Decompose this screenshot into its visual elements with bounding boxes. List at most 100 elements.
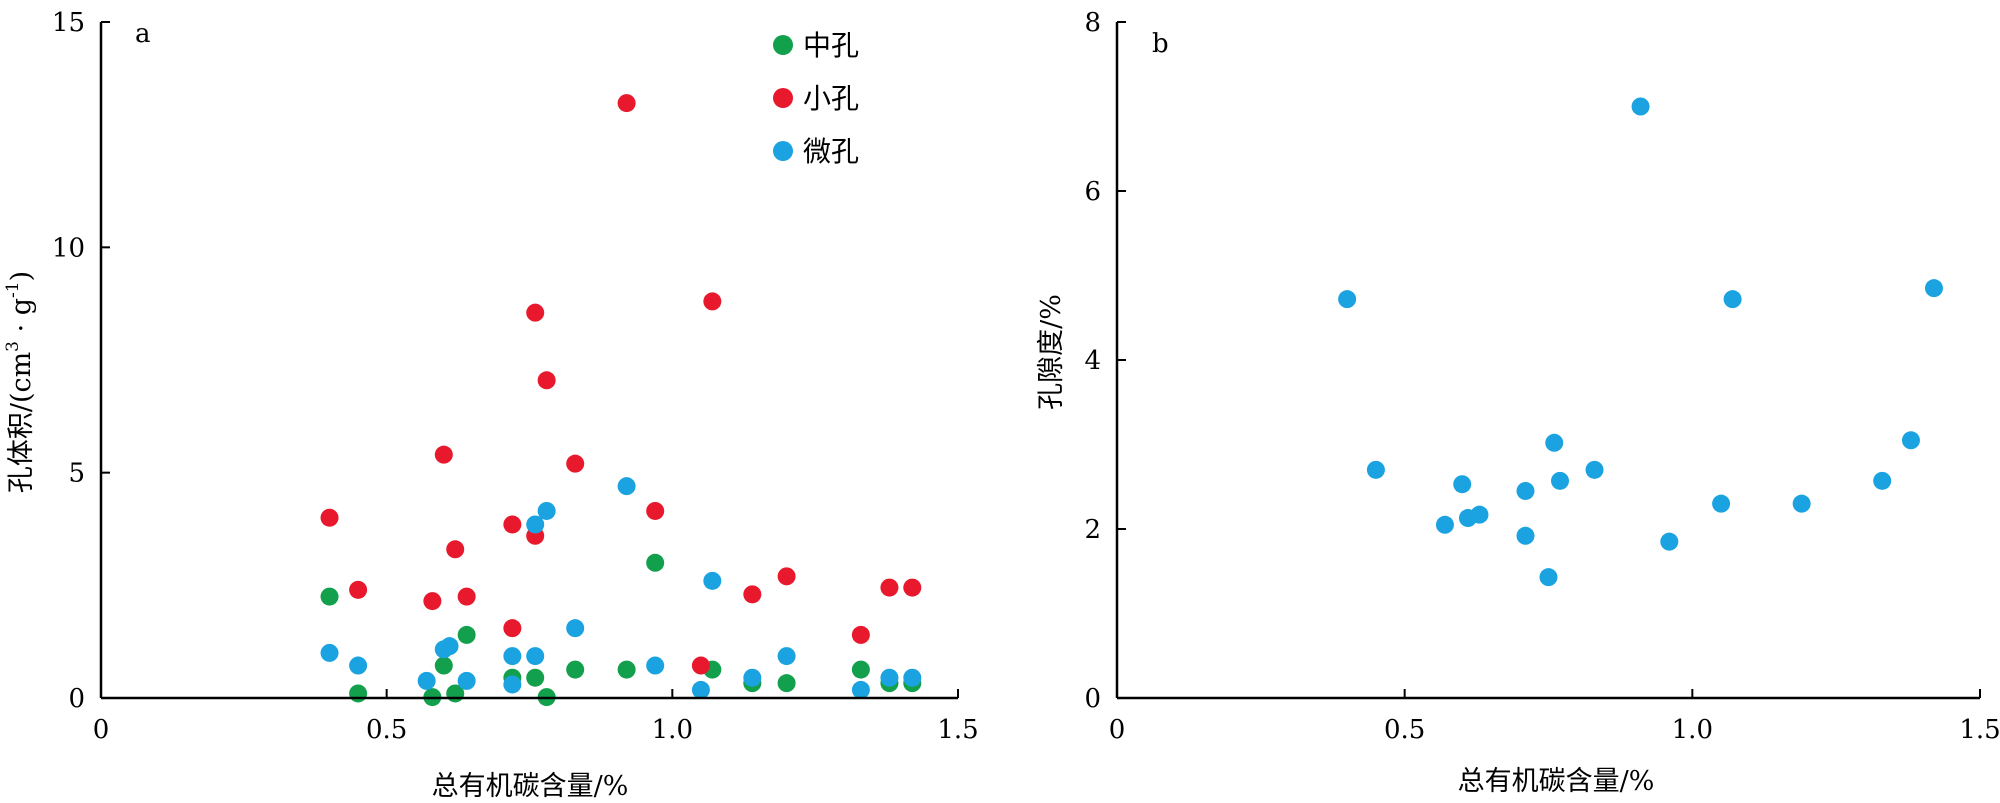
data-point <box>457 587 476 606</box>
y-tick-label: 6 <box>1084 177 1101 207</box>
data-point <box>1792 494 1811 513</box>
data-point <box>1660 532 1679 551</box>
data-point <box>349 656 368 675</box>
data-point <box>743 668 762 687</box>
x-tick-label: 1.5 <box>937 715 978 745</box>
x-tick-label: 0 <box>93 715 110 745</box>
data-point <box>691 656 710 675</box>
data-point <box>1924 279 1943 298</box>
scatter-points-b <box>1338 97 1943 587</box>
x-tick-label: 1.0 <box>652 715 693 745</box>
data-point <box>503 647 522 666</box>
legend-marker <box>773 141 793 161</box>
data-point <box>646 553 665 572</box>
data-point <box>646 501 665 520</box>
data-point <box>537 371 556 390</box>
data-point <box>1901 431 1920 450</box>
y-tick-label: 10 <box>52 233 85 263</box>
legend-marker <box>773 35 793 55</box>
data-point <box>743 585 762 604</box>
chart-panel-a: 0 0.5 1.0 1.5 0 5 10 15 a 总有机碳含量/% 孔体积/(cm3 · g… <box>3 8 979 802</box>
data-point <box>537 501 556 520</box>
data-point <box>1585 460 1604 479</box>
data-point <box>646 656 665 675</box>
data-point <box>503 619 522 638</box>
data-point <box>434 445 453 464</box>
data-point <box>566 660 585 679</box>
data-point <box>440 637 459 656</box>
y-tick-label: 4 <box>1084 346 1101 376</box>
data-point <box>417 671 436 690</box>
data-point <box>566 619 585 638</box>
data-point <box>1366 460 1385 479</box>
y-tick-label: 0 <box>1084 684 1101 714</box>
y-axis-title-a-sup1: 3 <box>3 341 23 352</box>
y-axis-title-a-mid: · g <box>6 298 37 341</box>
chart-panel-b: 0 0.5 1.0 1.5 0 2 4 6 8 b 总有机碳含量/% 孔隙度/% <box>1036 8 2000 797</box>
data-point <box>526 647 545 666</box>
panel-label-a: a <box>135 19 151 49</box>
data-point <box>349 684 368 703</box>
data-point <box>777 567 796 586</box>
data-point <box>503 675 522 694</box>
x-tick-label: 0.5 <box>366 715 407 745</box>
data-point <box>1470 505 1489 524</box>
data-point <box>617 477 636 496</box>
y-axis-title-a-sup2: -1 <box>3 281 23 298</box>
data-point <box>320 643 339 662</box>
data-point <box>1453 475 1472 494</box>
data-point <box>457 625 476 644</box>
data-point <box>1712 494 1731 513</box>
x-tick-label: 1.5 <box>1959 715 2000 745</box>
data-point <box>1338 290 1357 309</box>
y-axis-title-b: 孔隙度/% <box>1036 294 1067 410</box>
data-point <box>320 587 339 606</box>
x-axis-title-b: 总有机碳含量/% <box>1458 766 1655 797</box>
y-axis-title-a: 孔体积/(cm3 · g-1) <box>3 271 37 493</box>
legend-marker <box>773 88 793 108</box>
data-point <box>566 454 585 473</box>
panel-label-b: b <box>1152 29 1169 59</box>
data-point <box>1873 471 1892 490</box>
scatter-points-a <box>320 94 922 707</box>
data-point <box>880 668 899 687</box>
y-axis-title-a-end: ) <box>6 271 37 282</box>
x-tick-label: 0 <box>1109 715 1126 745</box>
axes-frame-b <box>1115 22 1980 700</box>
data-point <box>703 571 722 590</box>
x-tick-label: 1.0 <box>1672 715 1713 745</box>
data-point <box>503 515 522 534</box>
y-tick-label: 15 <box>52 8 85 38</box>
data-point <box>903 668 922 687</box>
data-point <box>880 578 899 597</box>
x-axis-title-a: 总有机碳含量/% <box>432 771 629 802</box>
data-point <box>1516 481 1535 500</box>
data-point <box>851 625 870 644</box>
data-point <box>777 647 796 666</box>
data-point <box>691 680 710 699</box>
data-point <box>1435 515 1454 534</box>
legend-label: 微孔 <box>803 135 859 168</box>
legend-label: 小孔 <box>803 82 859 115</box>
y-tick-label: 5 <box>68 459 85 489</box>
axes-frame-a <box>99 22 958 700</box>
data-point <box>1539 568 1558 587</box>
data-point <box>777 674 796 693</box>
data-point <box>617 660 636 679</box>
data-point <box>526 668 545 687</box>
axis-ticks-b: 0 0.5 1.0 1.5 0 2 4 6 8 <box>1084 8 2000 745</box>
x-tick-label: 0.5 <box>1384 715 1425 745</box>
data-point <box>446 540 465 559</box>
data-point <box>703 292 722 311</box>
y-tick-label: 8 <box>1084 8 1101 38</box>
data-point <box>526 303 545 322</box>
data-point <box>526 515 545 534</box>
data-point <box>457 671 476 690</box>
data-point <box>617 94 636 113</box>
data-point <box>1723 290 1742 309</box>
y-tick-label: 2 <box>1084 515 1101 545</box>
data-point <box>851 680 870 699</box>
data-point <box>423 592 442 611</box>
